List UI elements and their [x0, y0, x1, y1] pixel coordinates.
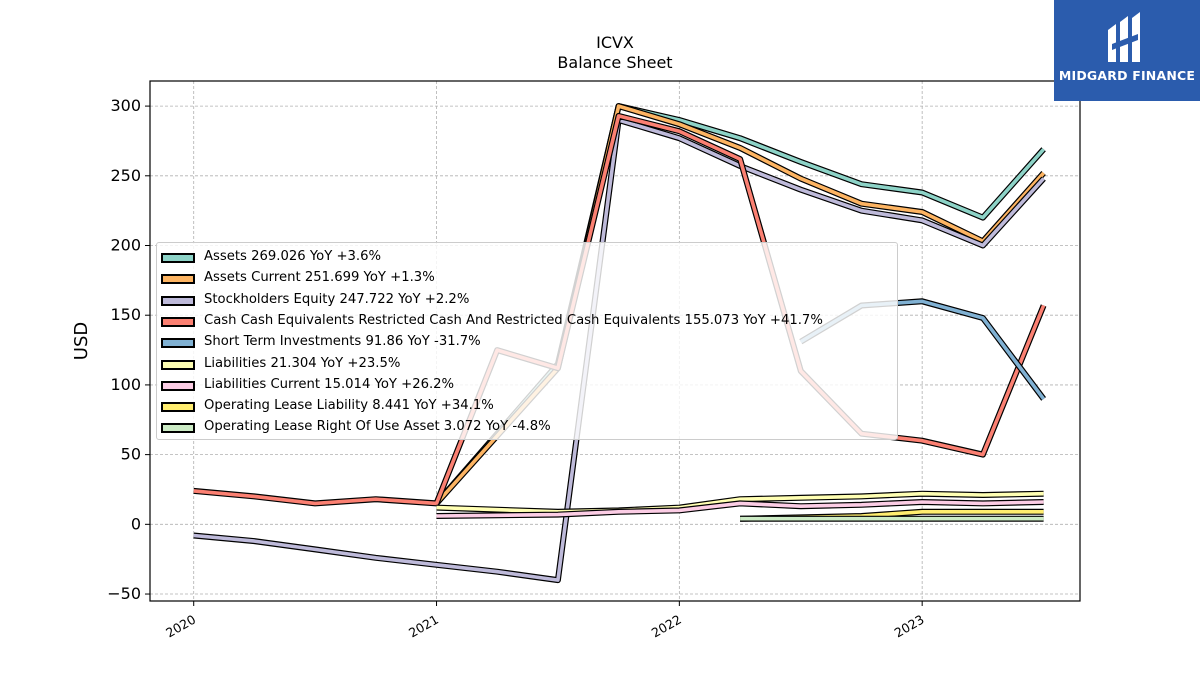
legend-swatch	[161, 274, 195, 285]
midgard-logo: MIDGARD FINANCE	[1054, 0, 1200, 101]
legend-swatch	[161, 423, 195, 434]
y-tick-label: 150	[110, 305, 141, 324]
legend-swatch	[161, 316, 195, 327]
legend-label: Operating Lease Liability 8.441 YoY +34.…	[204, 398, 494, 414]
y-axis-label: USD	[71, 322, 92, 360]
legend-label: Liabilities 21.304 YoY +23.5%	[204, 355, 401, 371]
y-tick-label: −50	[107, 584, 141, 603]
plot-frame	[149, 80, 1081, 602]
legend-swatch	[161, 402, 195, 413]
y-tick-label: 300	[110, 96, 141, 115]
midgard-logo-icon	[1108, 12, 1140, 62]
series-line-3	[193, 114, 1046, 506]
chart-title: ICVX	[596, 33, 634, 52]
series-line-6	[436, 500, 1044, 518]
x-tick-label: 2020	[163, 612, 198, 641]
y-tick-label: 200	[110, 236, 141, 255]
y-tick-label: 50	[121, 445, 141, 464]
x-axis-ticks: 2020 2021 2022 2023	[163, 601, 927, 641]
legend-label: Short Term Investments 91.86 YoY -31.7%	[204, 334, 481, 350]
legend-label: Assets 269.026 YoY +3.6%	[204, 249, 382, 264]
chart-subtitle: Balance Sheet	[557, 53, 673, 72]
series-layer	[193, 103, 1047, 584]
y-tick-label: 250	[110, 166, 141, 185]
legend-swatch	[161, 380, 195, 391]
legend-swatch	[161, 253, 195, 263]
x-tick-label: 2022	[649, 612, 684, 641]
legend-swatch	[161, 359, 195, 370]
legend-label: Operating Lease Right Of Use Asset 3.072…	[204, 419, 551, 435]
x-tick-label: 2021	[406, 612, 441, 641]
legend-label: Cash Cash Equivalents Restricted Cash An…	[204, 312, 823, 328]
y-axis-ticks: −50 0 50 100 150 200 250 300	[107, 96, 150, 603]
y-tick-label: 0	[131, 514, 141, 533]
chart-legend: Assets 269.026 YoY +3.6% Assets Current 2…	[156, 242, 898, 440]
y-tick-label: 100	[110, 375, 141, 394]
legend-label: Stockholders Equity 247.722 YoY +2.2%	[204, 291, 470, 307]
legend-swatch	[161, 338, 195, 349]
legend-label: Liabilities Current 15.014 YoY +26.2%	[204, 376, 455, 392]
x-tick-label: 2023	[892, 612, 927, 641]
legend-label: Assets Current 251.699 YoY +1.3%	[204, 270, 435, 286]
logo-text: MIDGARD FINANCE	[1058, 68, 1196, 83]
legend-swatch	[161, 295, 195, 306]
